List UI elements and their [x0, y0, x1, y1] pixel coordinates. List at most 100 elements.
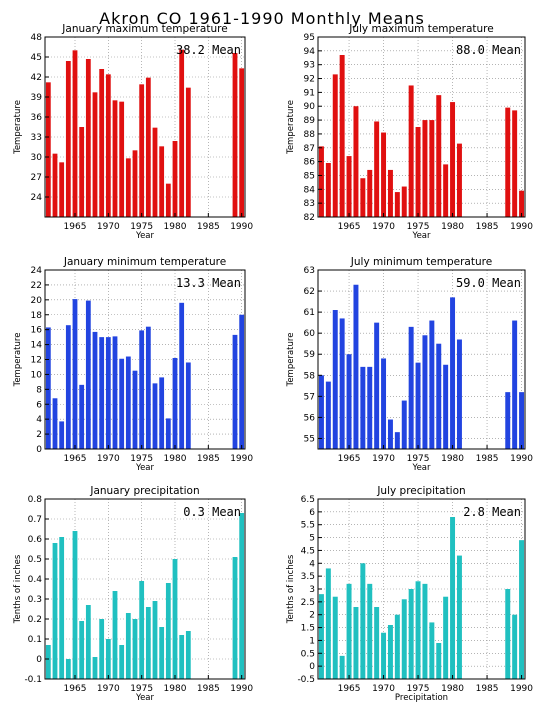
chart-2-ytick-label: 90	[304, 102, 316, 112]
chart-5-bar	[105, 639, 111, 679]
chart-4-bar	[429, 320, 435, 449]
chart-1-ytick-label: 39	[31, 93, 43, 103]
chart-3-bar	[159, 377, 165, 449]
chart-4-ytick-label: 61	[304, 308, 315, 318]
chart-6-bar	[367, 583, 373, 679]
chart-2-mean-label: 88.0 Mean	[456, 43, 521, 57]
chart-6-ylabel: Tenths of inches	[286, 554, 296, 624]
chart-2-xtick-label: 1975	[407, 222, 430, 232]
chart-5-bar	[92, 657, 98, 679]
chart-5-ytick-label: 0.1	[28, 635, 42, 645]
chart-3-title: January minimum temperature	[63, 256, 226, 268]
chart-4-bar	[415, 362, 421, 449]
chart-5-bar	[165, 583, 171, 679]
chart-2-bar	[367, 169, 373, 217]
chart-6-bar	[394, 614, 400, 679]
chart-4-bar	[339, 318, 345, 449]
chart-1-bar	[59, 162, 65, 217]
chart-3-xtick-label: 1990	[230, 454, 253, 464]
chart-6-bar	[387, 625, 393, 679]
chart-2-bar	[512, 110, 518, 217]
chart-6-ytick-label: 0	[309, 662, 315, 672]
chart-4-bar	[519, 392, 525, 449]
chart-5-bar	[132, 619, 138, 679]
chart-5-bar	[72, 531, 78, 679]
chart-4-bar	[422, 335, 428, 449]
chart-2-bar	[408, 85, 414, 217]
chart-1-mean-label: 38.2 Mean	[176, 43, 241, 57]
chart-3-bar	[145, 326, 151, 449]
chart-3-bar	[172, 358, 178, 449]
chart-2-ytick-label: 85	[304, 171, 315, 181]
chart-3-bar	[52, 398, 58, 449]
chart-4-bar	[353, 284, 359, 449]
chart-1-frame	[44, 36, 246, 218]
chart-1-xtick-label: 1975	[130, 222, 153, 232]
chart-4-ytick-label: 59	[304, 350, 316, 360]
chart-6-bar	[318, 594, 324, 679]
chart-3-bar	[132, 370, 138, 449]
chart-1-xtick-label: 1980	[164, 222, 187, 232]
chart-3-xtick-label: 1965	[64, 454, 87, 464]
chart-1-bar	[99, 69, 105, 217]
chart-4-bar	[374, 322, 380, 449]
chart-5-bar	[185, 631, 191, 679]
chart-1-bar	[145, 77, 151, 218]
chart-5-bar	[172, 559, 178, 679]
chart-6-ytick-label: -0.5	[297, 675, 315, 685]
chart-5-ylabel: Tenths of inches	[13, 554, 23, 624]
chart-1-bar	[152, 127, 158, 217]
chart-6-bar	[512, 614, 518, 679]
chart-3-bar	[72, 299, 78, 449]
chart-6-bar	[374, 607, 380, 679]
chart-3-xtick-label: 1970	[97, 454, 120, 464]
chart-4-bar	[456, 339, 462, 449]
chart-6-xtick-label: 1970	[372, 684, 395, 694]
chart-5-xtick-label: 1985	[197, 684, 220, 694]
chart-2-ytick-label: 87	[304, 144, 315, 154]
chart-4-ytick-label: 60	[304, 329, 316, 339]
chart-5-xtick-label: 1975	[130, 684, 153, 694]
chart-4-bar	[408, 326, 414, 449]
chart-2-frame	[317, 36, 526, 218]
chart-5-bar	[99, 619, 105, 679]
chart-3-xtick-label: 1980	[164, 454, 187, 464]
chart-2-xtick-label: 1970	[372, 222, 395, 232]
chart-6-bar	[401, 599, 407, 679]
chart-1-ytick-label: 30	[31, 153, 43, 163]
chart-3-mean-label: 13.3 Mean	[176, 276, 241, 290]
chart-2-bar	[422, 120, 428, 217]
chart-1-bar	[239, 68, 245, 217]
chart-4-bar	[332, 310, 338, 449]
chart-2-title: July maximum temperature	[348, 23, 493, 35]
chart-5-bar	[125, 613, 131, 679]
chart-3-bar	[45, 327, 51, 449]
chart-6-bar	[436, 643, 442, 679]
chart-2-bar	[450, 102, 456, 217]
chart-5-xlabel: Year	[135, 693, 155, 703]
chart-3-xlabel: Year	[135, 463, 155, 473]
chart-1-xtick-label: 1990	[230, 222, 253, 232]
chart-2-bar	[318, 146, 324, 217]
chart-1-bar	[105, 74, 111, 217]
chart-2-bar	[415, 127, 421, 217]
chart-2-xlabel: Year	[412, 231, 432, 241]
chart-1-bar	[179, 49, 185, 217]
chart-6-bar	[450, 517, 456, 679]
chart-6-ytick-label: 5.5	[301, 521, 315, 531]
chart-3-bar	[79, 384, 85, 449]
chart-3-bar	[239, 314, 245, 449]
chart-3-ytick-label: 0	[36, 445, 42, 455]
chart-2-bar	[332, 74, 338, 217]
chart-1-bar	[159, 146, 165, 217]
chart-4-bar	[505, 392, 511, 449]
chart-1-xtick-label: 1965	[64, 222, 87, 232]
chart-3-bar	[105, 337, 111, 449]
chart-1-ytick-label: 48	[31, 33, 43, 43]
chart-6-ytick-label: 4	[309, 559, 315, 569]
chart-6-xtick-label: 1985	[476, 684, 499, 694]
chart-2-xtick-label: 1965	[338, 222, 361, 232]
chart-4-ytick-label: 57	[304, 392, 315, 402]
chart-4-bar	[401, 400, 407, 449]
chart-4-bar	[367, 366, 373, 449]
